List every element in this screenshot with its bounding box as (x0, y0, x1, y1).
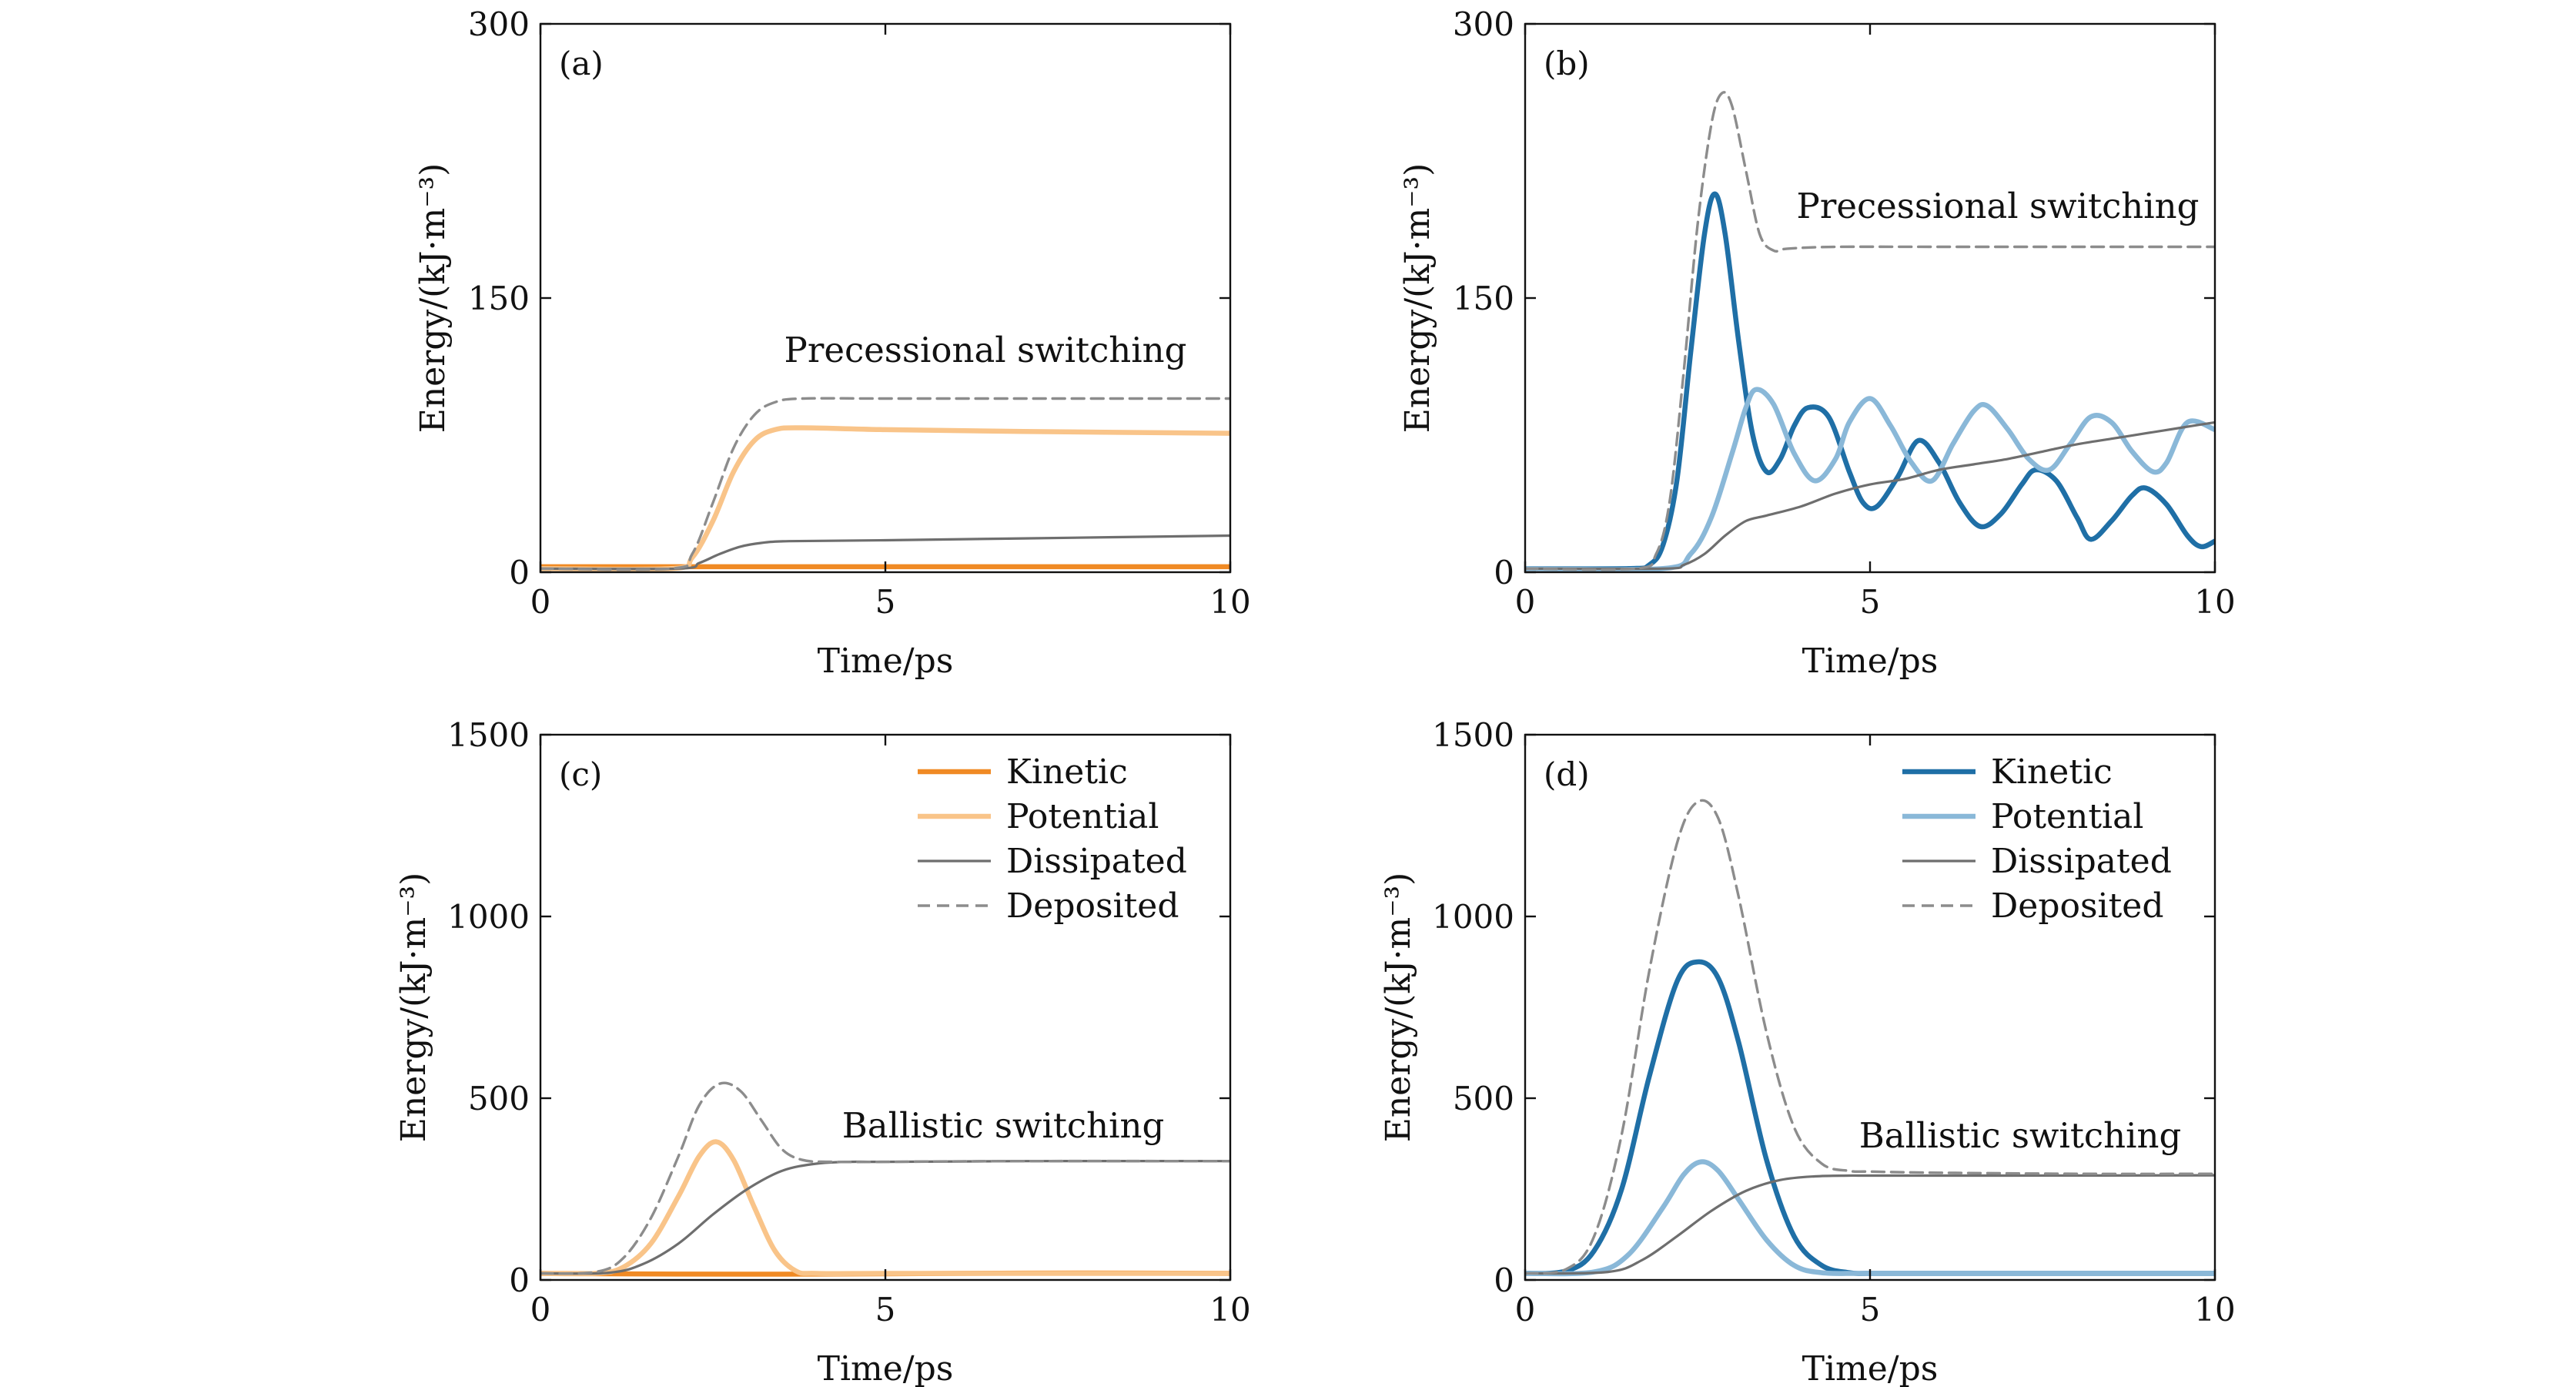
legend-label-deposited: Deposited (1991, 886, 2164, 926)
series-line-potential (540, 1139, 1230, 1277)
series-group (540, 397, 1230, 572)
x-tick-label: 0 (530, 1291, 551, 1328)
y-tick-label: 1000 (1432, 898, 1514, 936)
legend-label-kinetic: Kinetic (1991, 752, 2113, 792)
y-axis-label: Energy/(kJ·m⁻³) (1398, 163, 1437, 434)
series-line-potential (1525, 387, 2215, 572)
series-line-potential (540, 425, 1230, 572)
series-line-deposited (540, 1081, 1230, 1275)
y-tick-label: 1000 (447, 898, 530, 936)
annotation-label: Precessional switching (1797, 186, 2200, 226)
y-tick-label: 0 (1494, 1261, 1514, 1299)
x-tick-label: 0 (1515, 1291, 1536, 1328)
x-tick-label: 10 (2194, 1291, 2235, 1328)
y-tick-label: 300 (468, 5, 530, 43)
legend-label-deposited: Deposited (1006, 886, 1179, 926)
x-tick-label: 5 (875, 1291, 896, 1328)
x-tick-label: 10 (1209, 1291, 1250, 1328)
plot-frame (1524, 22, 2216, 574)
panel-label: (d) (1544, 755, 1590, 793)
annotation-label: Ballistic switching (842, 1105, 1165, 1146)
series-line-dissipated (1525, 1174, 2215, 1275)
y-tick-label: 500 (1453, 1080, 1514, 1117)
x-tick-label: 10 (2194, 583, 2235, 621)
y-tick-label: 150 (468, 280, 530, 317)
panel-label: (b) (1544, 45, 1590, 82)
y-tick-label: 1500 (447, 716, 530, 754)
x-axis-label: Time/ps (1802, 1349, 1939, 1387)
series-line-dissipated (540, 1160, 1230, 1275)
series-line-potential (1525, 1159, 2215, 1277)
legend: Kinetic Potential Dissipated Deposited (1902, 752, 2172, 926)
y-tick-label: 150 (1453, 280, 1514, 317)
y-axis-label: Energy/(kJ·m⁻³) (394, 873, 433, 1143)
series-line-kinetic (1525, 191, 2215, 571)
x-axis-label: Time/ps (818, 642, 954, 681)
series-line-deposited (1525, 91, 2215, 571)
x-tick-label: 0 (1515, 583, 1536, 621)
panel-label: (c) (559, 755, 602, 793)
y-tick-label: 0 (509, 1261, 530, 1299)
y-tick-label: 0 (1494, 554, 1514, 591)
legend-label-dissipated: Dissipated (1991, 842, 2172, 881)
series-group (1525, 91, 2215, 572)
annotation-label: Precessional switching (785, 330, 1187, 370)
panel-label: (a) (559, 45, 604, 82)
plot-frame (539, 22, 1232, 574)
series-line-dissipated (540, 534, 1230, 571)
annotation-label: Ballistic switching (1859, 1115, 2182, 1156)
series-line-dissipated (1525, 420, 2215, 571)
chart-panel-3: 0 5 10 0 500 1000 1500 Time/ps Energy/(kJ·m⁻³) (c… (394, 716, 1251, 1387)
y-axis-label: Energy/(kJ·m⁻³) (1379, 873, 1418, 1143)
legend-label-dissipated: Dissipated (1006, 842, 1187, 881)
x-tick-label: 5 (1860, 1291, 1881, 1328)
series-line-deposited (1525, 799, 2215, 1275)
chart-panel-1: 0 5 10 0 150 300 Time/ps Energy/(kJ·m⁻³) (a) Prec… (413, 5, 1251, 681)
x-axis-label: Time/ps (818, 1349, 954, 1387)
y-tick-label: 0 (509, 554, 530, 591)
series-line-deposited (540, 397, 1230, 571)
y-tick-label: 1500 (1432, 716, 1514, 754)
y-axis-label: Energy/(kJ·m⁻³) (413, 163, 453, 434)
chart-panel-4: 0 5 10 0 500 1000 1500 Time/ps Energy/(kJ·m⁻³) (d… (1379, 716, 2236, 1387)
x-tick-label: 10 (1209, 583, 1250, 621)
legend-label-potential: Potential (1991, 797, 2143, 836)
legend-label-kinetic: Kinetic (1006, 752, 1128, 792)
x-axis-label: Time/ps (1802, 642, 1939, 681)
series-group (1525, 799, 2215, 1277)
chart-panel-2: 0 5 10 0 150 300 Time/ps Energy/(kJ·m⁻³) (b) Prec… (1398, 5, 2236, 681)
legend-label-potential: Potential (1006, 797, 1159, 836)
legend: Kinetic Potential Dissipated Deposited (918, 752, 1187, 926)
x-tick-label: 0 (530, 583, 551, 621)
x-tick-label: 5 (875, 583, 896, 621)
y-tick-label: 300 (1453, 5, 1514, 43)
y-tick-label: 500 (468, 1080, 530, 1117)
x-tick-label: 5 (1860, 583, 1881, 621)
